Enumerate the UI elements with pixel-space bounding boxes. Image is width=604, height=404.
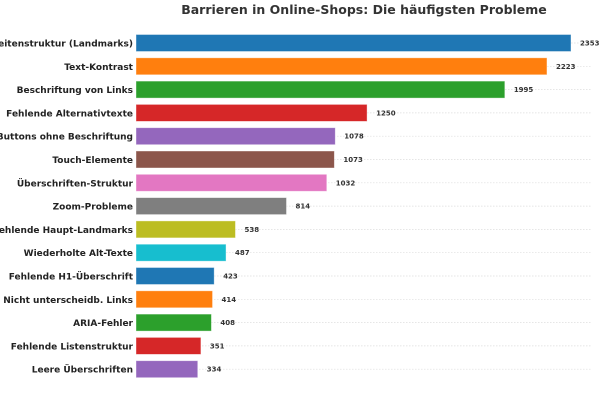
category-label: Buttons ohne Beschriftung (0, 133, 133, 143)
bar (135, 220, 236, 239)
value-label: 1078 (344, 133, 364, 141)
bar (135, 197, 287, 216)
category-label: Touch-Elemente (52, 156, 133, 166)
bar (135, 336, 202, 355)
bar (135, 360, 199, 379)
category-label: Nicht unterscheidb. Links (3, 296, 133, 306)
category-label: Fehlende Listenstruktur (11, 342, 134, 352)
bar (135, 243, 227, 262)
bar (135, 127, 336, 146)
bar (135, 173, 328, 192)
value-label: 2353 (580, 40, 600, 48)
value-label: 1250 (376, 109, 396, 117)
value-label: 2223 (556, 63, 576, 71)
bar (135, 150, 335, 169)
bar (135, 34, 572, 52)
category-label: Beschriftung von Links (17, 86, 133, 96)
bar (135, 80, 506, 99)
value-label: 1073 (343, 156, 363, 164)
category-label: Überschriften-Struktur (17, 178, 134, 189)
chart-title: Barrieren in Online-Shops: Die häufigste… (181, 2, 547, 17)
bar (135, 104, 368, 122)
bar (135, 313, 212, 332)
category-label: ARIA-Fehler (73, 319, 133, 329)
value-label: 414 (222, 296, 237, 304)
value-label: 334 (207, 366, 222, 374)
value-label: 538 (244, 226, 259, 234)
category-label: Seitenstruktur (Landmarks) (0, 40, 133, 50)
bar (135, 57, 548, 76)
category-label: Wiederholte Alt-Texte (24, 249, 133, 259)
category-label: Fehlende Haupt-Landmarks (0, 226, 133, 236)
value-label: 408 (220, 319, 235, 327)
value-label: 1032 (336, 179, 356, 187)
category-label: Text-Kontrast (64, 63, 133, 73)
value-label: 423 (223, 273, 238, 281)
bar (135, 290, 213, 309)
value-label: 351 (210, 342, 225, 350)
category-label: Zoom-Probleme (53, 203, 133, 213)
category-label: Fehlende H1-Überschrift (9, 272, 134, 283)
value-label: 814 (295, 203, 310, 211)
category-label: Leere Überschriften (32, 365, 133, 376)
bar (135, 267, 215, 285)
value-label: 487 (235, 249, 250, 257)
category-label: Fehlende Alternativtexte (6, 109, 133, 119)
value-label: 1995 (514, 86, 534, 94)
